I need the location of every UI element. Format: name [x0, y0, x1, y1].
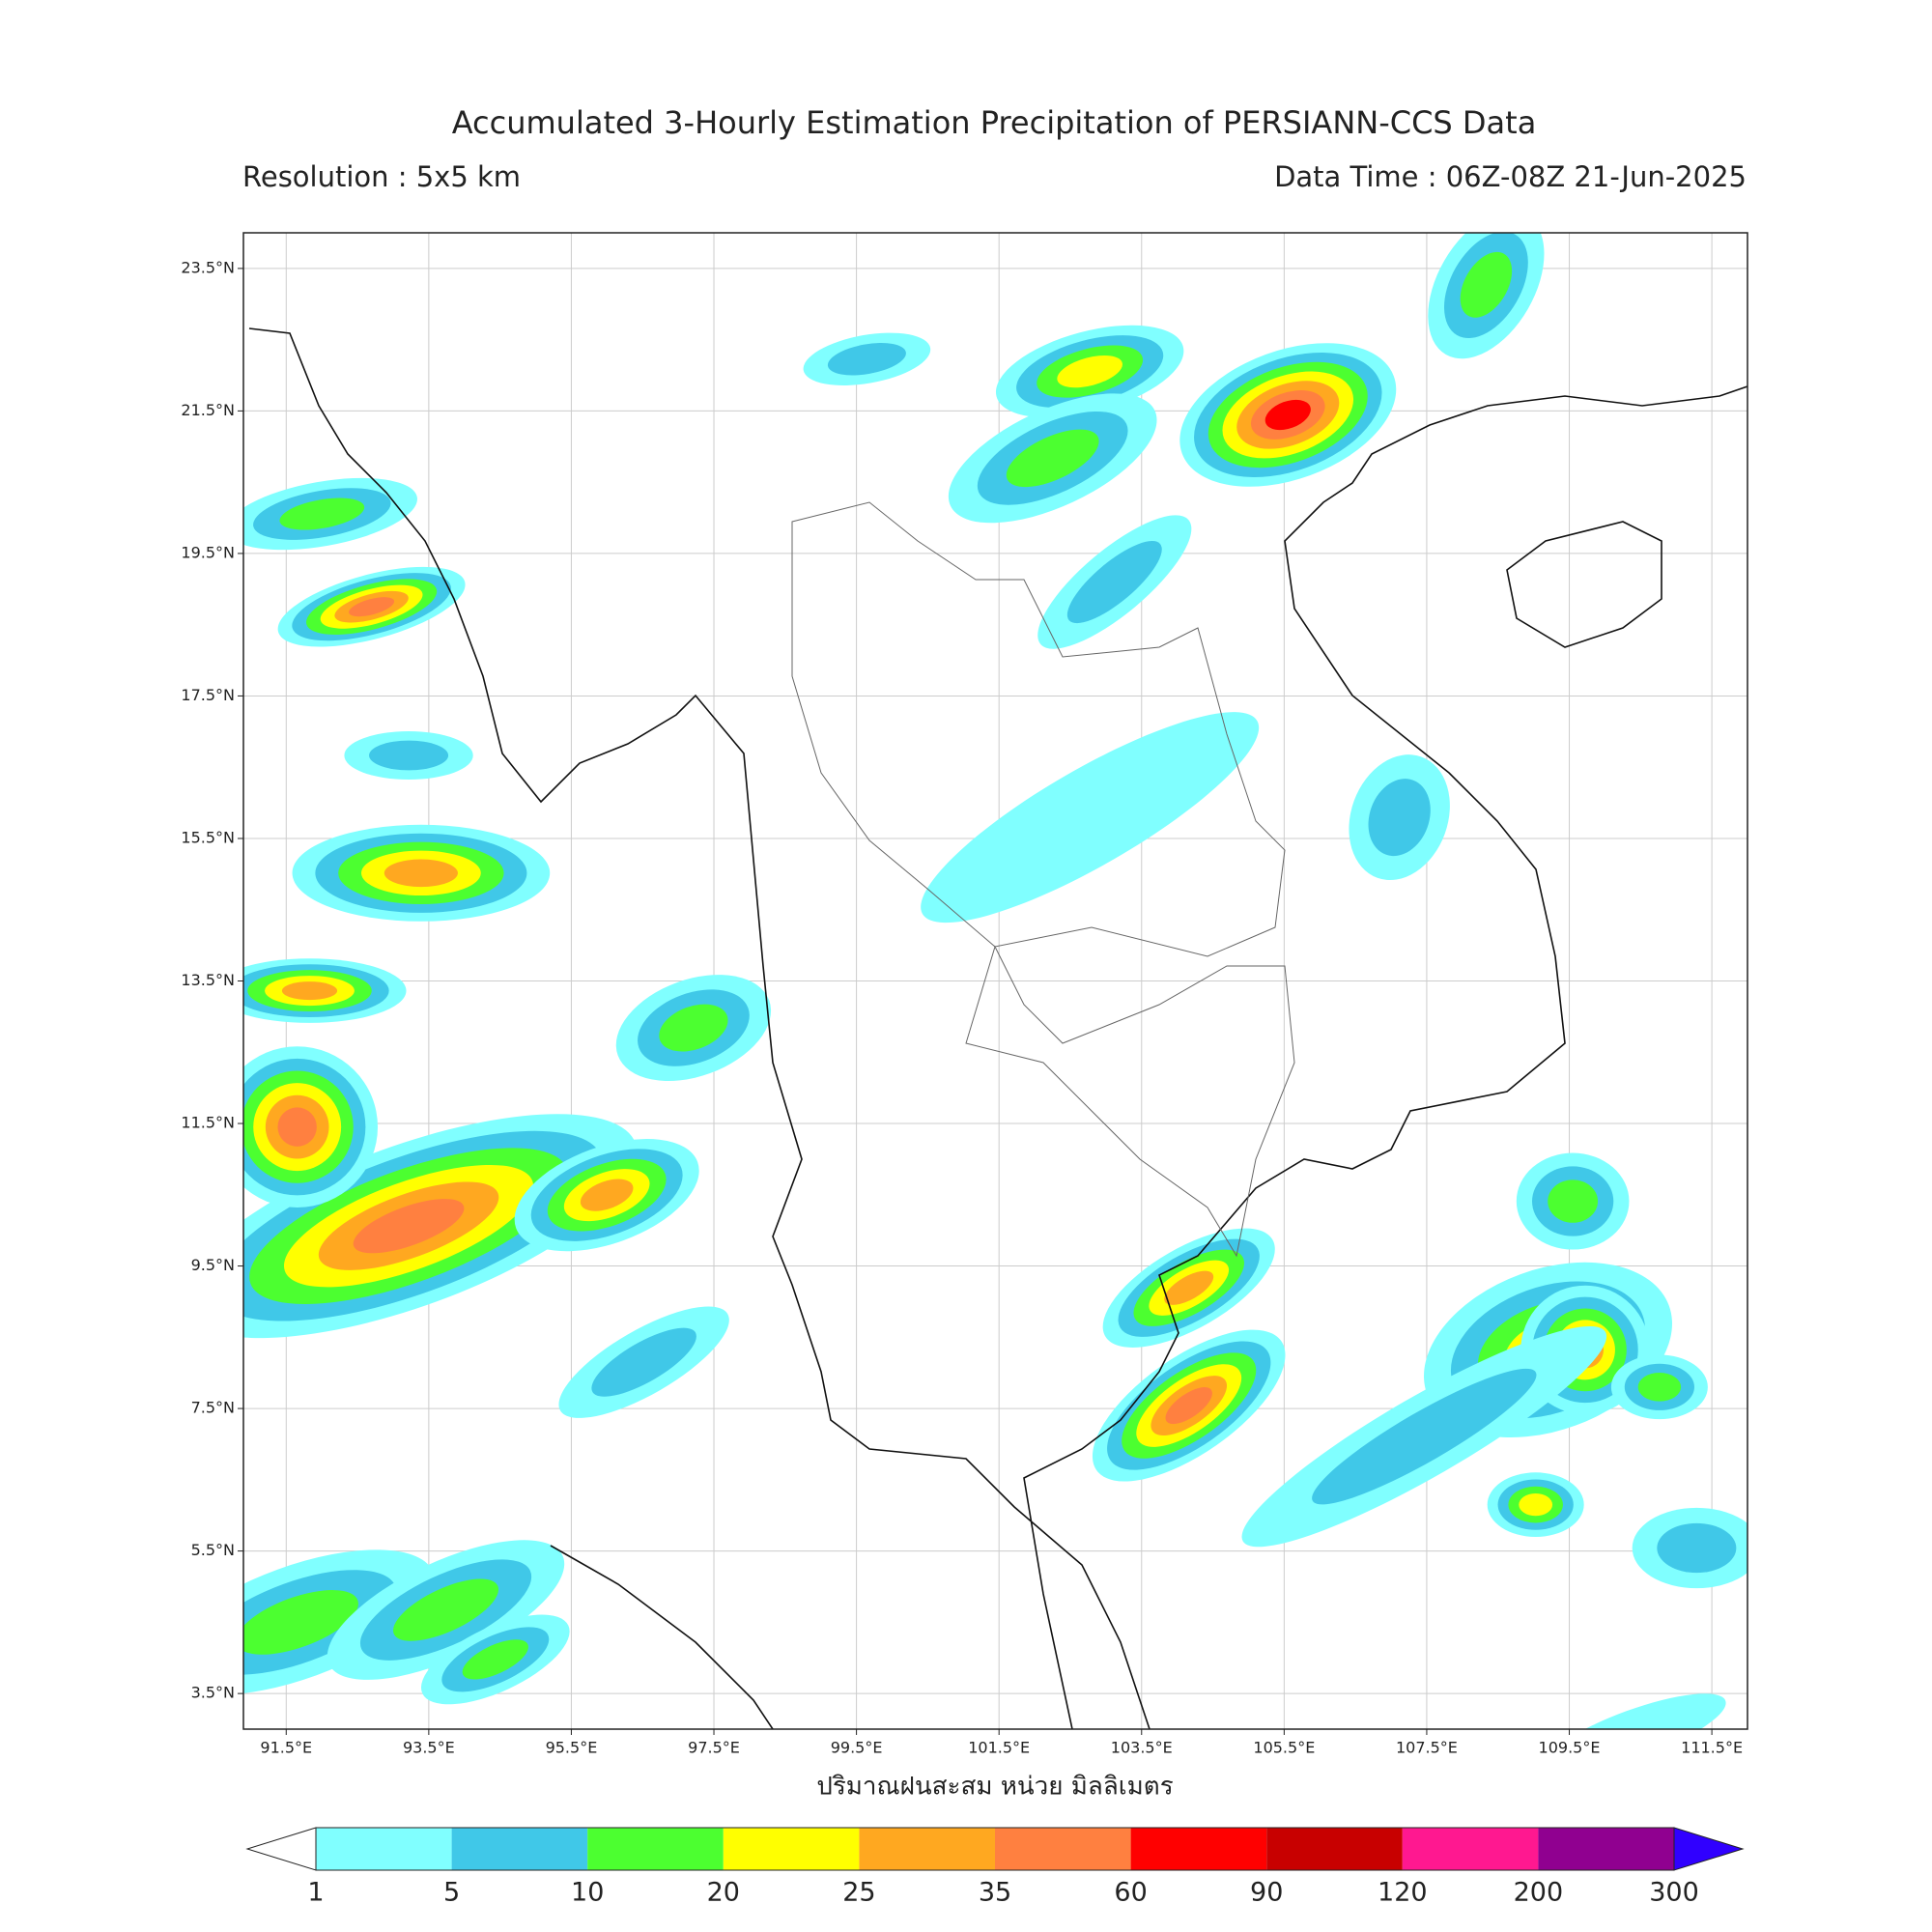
rain-cell: [281, 981, 338, 1001]
data-time: Data Time : 06Z-08Z 21-Jun-2025: [1274, 160, 1747, 193]
y-tick-label: 11.5°N: [181, 1114, 235, 1132]
rain-cell: [921, 712, 1260, 923]
x-tick-label: 97.5°E: [688, 1739, 740, 1757]
colorbar-label: 200: [1514, 1878, 1564, 1908]
x-tick-label: 111.5°E: [1681, 1739, 1743, 1757]
colorbar-label: 20: [707, 1878, 740, 1908]
colorbar-label: 10: [571, 1878, 604, 1908]
rain-cell: [1165, 1387, 1212, 1425]
title: Accumulated 3-Hourly Estimation Precipit…: [452, 104, 1537, 141]
rain-cell: [279, 497, 365, 530]
unit-label: ปริมาณฝนสะสม หน่วย มิลลิเมตร: [816, 1773, 1173, 1802]
rain-cell: [1543, 1693, 1726, 1729]
x-tick-label: 101.5°E: [968, 1739, 1030, 1757]
rain-cell: [243, 1590, 358, 1655]
rain-cell: [393, 1578, 499, 1641]
rain-cell: [353, 1199, 465, 1254]
rain-cell: [1264, 399, 1311, 431]
coastline: [248, 327, 1151, 1729]
y-tick-label: 5.5°N: [191, 1541, 235, 1559]
x-tick-label: 107.5°E: [1396, 1739, 1458, 1757]
y-tick-label: 15.5°N: [181, 828, 235, 846]
y-tick-label: 3.5°N: [191, 1684, 235, 1702]
coastline: [1023, 385, 1747, 1729]
coastline: [550, 1545, 774, 1729]
x-tick-label: 109.5°E: [1539, 1739, 1601, 1757]
rain-cell: [1460, 251, 1513, 318]
rain-cell: [1368, 779, 1431, 857]
colorbar: 1 5 10 20 25 35 60 90 120 200 300: [245, 1827, 1745, 1908]
colorbar-segment: [995, 1828, 1131, 1870]
rain-cell: [580, 1179, 634, 1211]
colorbar-label: 90: [1250, 1878, 1283, 1908]
colorbar-segment: [316, 1828, 452, 1870]
rain-cell: [1312, 1368, 1537, 1505]
rain-cell: [369, 740, 449, 771]
rain-cell: [277, 1107, 317, 1147]
colorbar-segment: [723, 1828, 860, 1870]
colorbar-label: 120: [1378, 1878, 1428, 1908]
rain-cell: [591, 1327, 696, 1397]
colorbar-frame: [315, 1827, 1675, 1871]
coastlines: [248, 327, 1747, 1729]
rain-cell: [1519, 1493, 1553, 1517]
colorbar-label: 300: [1649, 1878, 1699, 1908]
rain-cell: [1637, 1373, 1682, 1402]
rain-cell: [659, 1004, 728, 1052]
colorbar-label: 5: [443, 1878, 460, 1908]
colorbar-segment: [451, 1828, 588, 1870]
rain-cell: [1657, 1522, 1737, 1574]
y-tick-label: 17.5°N: [181, 686, 235, 704]
colorbar-segment: [859, 1828, 995, 1870]
colorbar-label: 25: [842, 1878, 875, 1908]
precipitation: [243, 233, 1747, 1729]
rain-cell: [384, 859, 458, 888]
colorbar-segment: [1130, 1828, 1267, 1870]
x-tick-label: 99.5°E: [831, 1739, 883, 1757]
colorbar-under: [245, 1827, 317, 1871]
rain-cell: [1057, 355, 1122, 388]
colorbar-label: 60: [1114, 1878, 1147, 1908]
rain-cell: [1066, 540, 1162, 624]
colorbar-label: 35: [979, 1878, 1011, 1908]
island: [1506, 521, 1662, 648]
resolution: Resolution : 5x5 km: [242, 160, 521, 193]
colorbar-segment: [587, 1828, 724, 1870]
rain-cell: [827, 343, 906, 376]
x-tick-label: 91.5°E: [260, 1739, 312, 1757]
rain-cell: [1548, 1179, 1599, 1223]
y-tick-label: 21.5°N: [181, 401, 235, 419]
y-tick-label: 19.5°N: [181, 543, 235, 561]
colorbar-segment: [1266, 1828, 1403, 1870]
colorbar-segment: [1402, 1828, 1539, 1870]
rain-cell: [1006, 429, 1099, 488]
colorbar-segment: [1538, 1828, 1674, 1870]
rain-cell: [1164, 1270, 1214, 1305]
border: [965, 945, 1295, 1258]
map-area: [243, 233, 1747, 1729]
colorbar-label: 1: [307, 1878, 324, 1908]
x-tick-label: 93.5°E: [403, 1739, 455, 1757]
rain-cell: [349, 597, 395, 617]
x-tick-label: 103.5°E: [1111, 1739, 1173, 1757]
y-tick-label: 7.5°N: [191, 1399, 235, 1417]
colorbar-over: [1673, 1827, 1745, 1871]
x-tick-label: 95.5°E: [546, 1739, 598, 1757]
rain-cell: [462, 1639, 528, 1680]
border: [791, 501, 1286, 957]
x-tick-label: 105.5°E: [1253, 1739, 1315, 1757]
y-tick-label: 9.5°N: [191, 1256, 235, 1274]
y-tick-label: 13.5°N: [181, 971, 235, 989]
y-tick-label: 23.5°N: [181, 258, 235, 276]
